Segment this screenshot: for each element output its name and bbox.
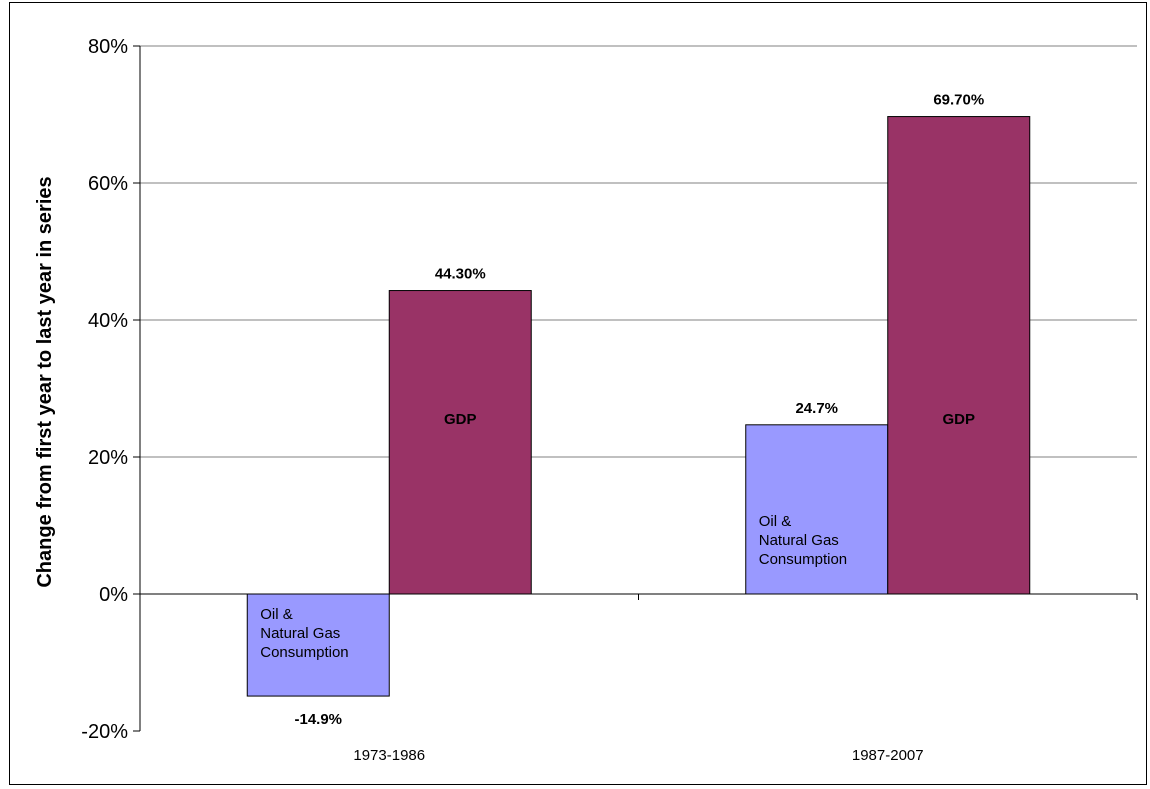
bar-series-label: Oil & Natural Gas Consumption	[260, 606, 348, 661]
data-label: -14.9%	[294, 711, 342, 728]
x-tick-label: 1973-1986	[353, 747, 425, 764]
bar	[246, 593, 390, 697]
bar-series-label-line: Oil &	[260, 606, 293, 623]
bar	[388, 290, 532, 595]
data-label: 69.70%	[933, 92, 984, 109]
bar-series-label: GDP	[942, 411, 975, 428]
bar-series-label-line: Oil &	[759, 513, 792, 530]
y-tick-label: -20%	[81, 721, 128, 743]
bar-series-label: Oil & Natural Gas Consumption	[759, 513, 847, 568]
y-axis-title: Change from first year to last year in s…	[34, 176, 56, 587]
bar-series-label-line: Natural Gas	[759, 532, 839, 549]
bar-series-label-line: Consumption	[260, 644, 348, 661]
bar-series-label: GDP	[444, 411, 477, 428]
y-tick-label: 60%	[88, 173, 128, 195]
data-label: 44.30%	[435, 266, 486, 283]
x-tick-label: 1987-2007	[852, 747, 924, 764]
bars	[246, 116, 1031, 697]
bar	[745, 424, 889, 595]
bar	[887, 116, 1031, 595]
bar-series-label-line: Consumption	[759, 551, 847, 568]
y-tick-label: 20%	[88, 447, 128, 469]
y-tick-label: 0%	[99, 584, 128, 606]
y-tick-label: 80%	[88, 36, 128, 58]
bar-series-label-line: Natural Gas	[260, 625, 340, 642]
data-label: 24.7%	[795, 400, 838, 417]
labels: -20% 0% 20% 40% 60% 80% 1973-1986 1987-2007 -14.…	[81, 36, 984, 764]
y-tick-label: 40%	[88, 310, 128, 332]
